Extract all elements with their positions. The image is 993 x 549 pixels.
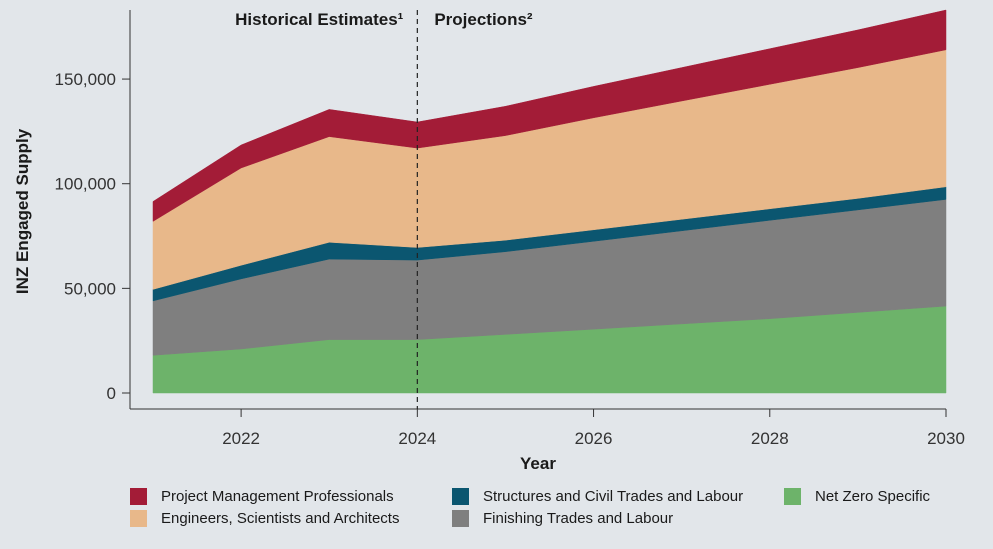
legend-swatch-structures [452, 488, 469, 505]
area-project-management-professionals [152, 9, 947, 222]
legend-item-project-management: Project Management Professionals [130, 488, 394, 505]
x-tick-label: 2030 [927, 429, 965, 448]
x-tick-label: 2024 [398, 429, 436, 448]
legend: Project Management Professionals Enginee… [130, 486, 980, 546]
legend-label-structures: Structures and Civil Trades and Labour [483, 488, 744, 505]
legend-label-project-management: Project Management Professionals [161, 488, 394, 505]
legend-swatch-finishing [452, 510, 469, 527]
legend-swatch-project-management [130, 488, 147, 505]
legend-label-engineers: Engineers, Scientists and Architects [161, 510, 400, 527]
legend-swatch-engineers [130, 510, 147, 527]
y-tick-label: 150,000 [55, 70, 116, 89]
legend-label-finishing: Finishing Trades and Labour [483, 510, 674, 527]
y-tick-label: 0 [107, 384, 116, 403]
legend-item-engineers: Engineers, Scientists and Architects [130, 510, 399, 527]
legend-item-net-zero: Net Zero Specific [784, 488, 930, 505]
projections-label: Projections² [434, 10, 533, 29]
y-axis-title: INZ Engaged Supply [13, 128, 32, 294]
x-tick-label: 2026 [575, 429, 613, 448]
historical-estimates-label: Historical Estimates¹ [235, 10, 404, 29]
y-tick-label: 100,000 [55, 175, 116, 194]
x-tick-label: 2028 [751, 429, 789, 448]
y-tick-label: 50,000 [64, 279, 116, 298]
legend-label-net-zero: Net Zero Specific [815, 488, 931, 505]
legend-item-structures: Structures and Civil Trades and Labour [452, 488, 743, 505]
x-tick-label: 2022 [222, 429, 260, 448]
x-axis-title: Year [520, 454, 556, 473]
legend-item-finishing: Finishing Trades and Labour [452, 510, 673, 527]
legend-swatch-net-zero [784, 488, 801, 505]
